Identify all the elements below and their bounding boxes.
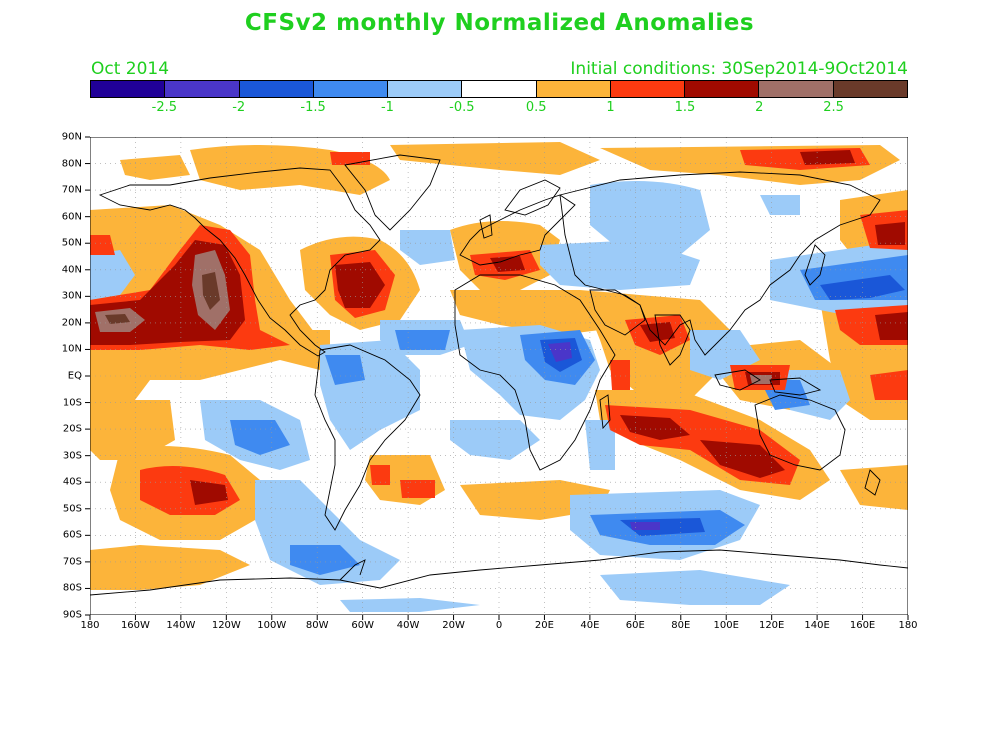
colorbar bbox=[90, 80, 908, 98]
colorbar-label: -2 bbox=[232, 100, 246, 115]
colorbar-label: -2.5 bbox=[151, 100, 178, 115]
map-title: CFSv2 monthly Normalized Anomalies bbox=[244, 10, 755, 36]
longitude-label: 60W bbox=[351, 620, 374, 631]
longitude-label: 160W bbox=[120, 620, 150, 631]
longitude-label: 80W bbox=[305, 620, 329, 631]
latitude-label: 30S bbox=[62, 450, 82, 462]
coastlines bbox=[90, 154, 908, 596]
colorbar-label: 2.5 bbox=[823, 100, 844, 115]
longitude-label: 120E bbox=[758, 620, 785, 631]
longitude-label: 20E bbox=[534, 620, 554, 631]
longitude-label: 120W bbox=[211, 620, 241, 631]
latitude-label: EQ bbox=[67, 370, 82, 382]
colorbar-swatch bbox=[91, 81, 166, 97]
latitude-label: 60N bbox=[61, 211, 82, 223]
forecast-month: Oct 2014 bbox=[91, 59, 170, 79]
colorbar-swatch bbox=[239, 81, 314, 97]
colorbar-label: -0.5 bbox=[449, 100, 475, 115]
colorbar-label: -1.5 bbox=[300, 100, 326, 115]
colorbar-swatch bbox=[165, 81, 240, 97]
colorbar-label: 0.5 bbox=[525, 100, 547, 115]
latitude-label: 80S bbox=[62, 582, 82, 594]
anomaly-field bbox=[90, 137, 908, 615]
longitude-label: 80E bbox=[671, 620, 691, 631]
latitude-label: 50N bbox=[61, 237, 82, 249]
latitude-label: 90N bbox=[61, 131, 82, 143]
colorbar-swatch bbox=[388, 81, 463, 97]
latitude-label: 10S bbox=[62, 397, 82, 409]
latitude-label: 10N bbox=[61, 343, 82, 355]
colorbar-swatch bbox=[462, 81, 537, 97]
longitude-label: 100W bbox=[257, 620, 287, 631]
latitude-label: 40S bbox=[62, 476, 82, 488]
latitude-label: 40N bbox=[61, 264, 82, 276]
colorbar-swatch bbox=[759, 81, 834, 97]
latitude-label: 80N bbox=[61, 158, 82, 170]
colorbar-swatch bbox=[833, 81, 907, 97]
anomaly-positive-extreme bbox=[105, 272, 220, 324]
anomaly-negative-very-strong bbox=[548, 342, 660, 530]
longitude-label: 0 bbox=[495, 620, 503, 631]
latitude-label: 30N bbox=[61, 290, 82, 302]
colorbar-label: 1 bbox=[606, 100, 615, 115]
colorbar-swatch bbox=[536, 81, 611, 97]
longitude-label: 140E bbox=[804, 620, 830, 631]
longitude-label: 40E bbox=[580, 620, 600, 631]
longitude-label: 20W bbox=[442, 620, 465, 631]
colorbar-swatch bbox=[313, 81, 389, 97]
longitude-label: 60E bbox=[625, 620, 645, 631]
longitude-label: 140W bbox=[166, 620, 196, 631]
colorbar-swatch bbox=[685, 81, 760, 97]
latitude-label: 70N bbox=[61, 184, 82, 196]
longitude-label: 180 bbox=[80, 620, 100, 631]
latitude-label: 60S bbox=[62, 529, 82, 541]
colorbar-swatch bbox=[610, 81, 686, 97]
longitude-label: 160E bbox=[849, 620, 876, 631]
colorbar-label: 1.5 bbox=[674, 100, 696, 115]
colorbar-label: -1 bbox=[380, 100, 394, 115]
colorbar-label: 2 bbox=[755, 100, 764, 115]
longitude-label: 40W bbox=[396, 620, 420, 631]
longitude-label: 180 bbox=[898, 620, 918, 631]
latitude-label: 90S bbox=[62, 609, 82, 621]
latitude-label: 50S bbox=[62, 503, 82, 515]
initial-conditions: Initial conditions: 30Sep2014-9Oct2014 bbox=[570, 59, 908, 79]
latitude-label: 70S bbox=[62, 556, 82, 568]
latitude-label: 20S bbox=[62, 423, 82, 435]
latitude-label: 20N bbox=[61, 317, 82, 329]
longitude-label: 100E bbox=[713, 620, 739, 631]
